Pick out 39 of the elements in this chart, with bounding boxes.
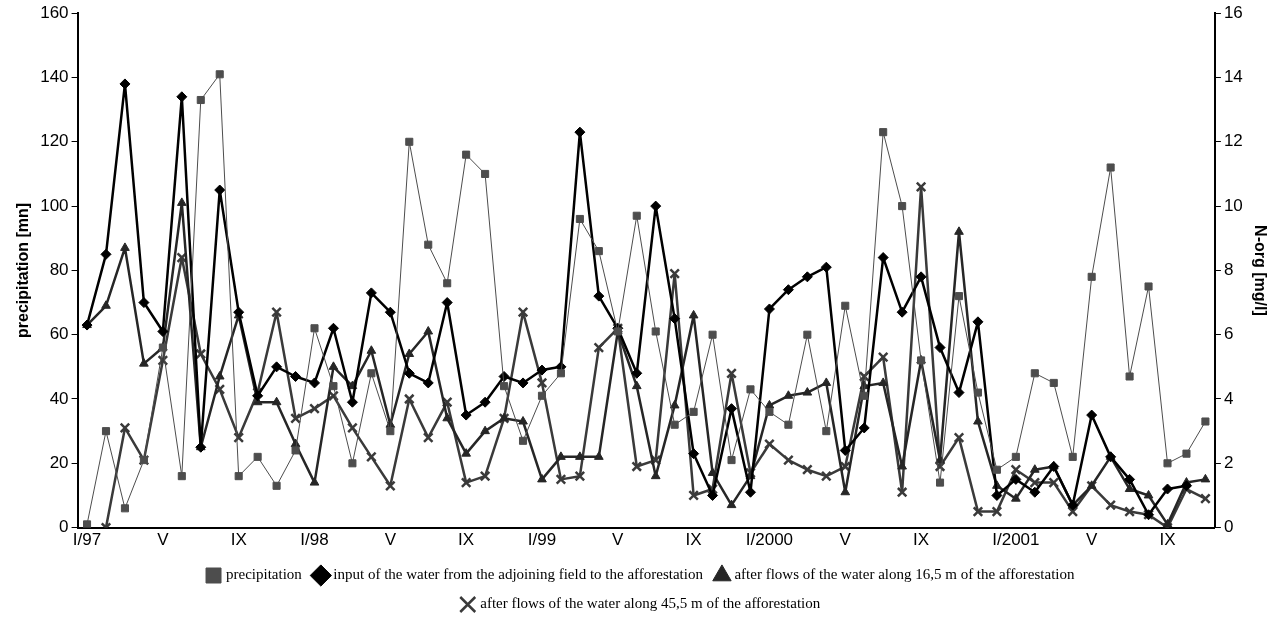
x-tick-label: V <box>384 530 397 550</box>
y-tick-label: 100 <box>40 195 69 215</box>
y2-tick-label: 4 <box>1223 388 1234 408</box>
y2-axis-title: N-org [mg/l] <box>1251 225 1269 316</box>
y2-tick-label: 2 <box>1223 452 1234 472</box>
x-tick-label: I/98 <box>300 530 329 550</box>
y2-tick-label: 8 <box>1223 260 1234 280</box>
y-tick-label: 80 <box>49 260 69 280</box>
x-tick-label: V <box>1086 530 1099 550</box>
y2-tick-label: 14 <box>1223 67 1243 87</box>
x-tick-label: IX <box>685 530 702 550</box>
x-tick-label: I/97 <box>72 530 102 550</box>
y-tick-label: 160 <box>40 2 69 22</box>
legend-label: after flows of the water along 45,5 m of the afforestation <box>480 595 821 612</box>
y-tick-label: 60 <box>49 324 69 344</box>
legend-label: input of the water from the adjoining field to the afforestation <box>333 566 704 583</box>
x-tick-label: IX <box>230 530 247 550</box>
y2-tick-label: 0 <box>1223 517 1234 537</box>
x-tick-label: V <box>612 530 625 550</box>
y-tick-label: 0 <box>59 517 69 537</box>
x-tick-label: IX <box>458 530 475 550</box>
x-tick-label: I/2001 <box>992 530 1040 550</box>
y2-tick-label: 6 <box>1223 324 1234 344</box>
y-axis-title: precipitation [mn] <box>14 202 32 338</box>
y2-tick-label: 12 <box>1223 131 1243 151</box>
x-tick-label: I/99 <box>527 530 557 550</box>
y-tick-label: 120 <box>40 131 69 151</box>
y2-tick-label: 10 <box>1223 195 1243 215</box>
y-tick-label: 20 <box>49 452 69 472</box>
legend-label: after flows of the water along 16,5 m of the afforestation <box>734 566 1075 583</box>
x-tick-label: I/2000 <box>745 530 794 550</box>
x-tick-label: V <box>839 530 852 550</box>
y-tick-label: 40 <box>49 388 69 408</box>
x-tick-label: V <box>157 530 170 550</box>
y-tick-label: 140 <box>40 67 69 87</box>
legend-label: precipitation <box>226 566 303 583</box>
x-tick-label: IX <box>913 530 930 550</box>
x-tick-label: IX <box>1159 530 1176 550</box>
y2-tick-label: 16 <box>1223 2 1243 22</box>
